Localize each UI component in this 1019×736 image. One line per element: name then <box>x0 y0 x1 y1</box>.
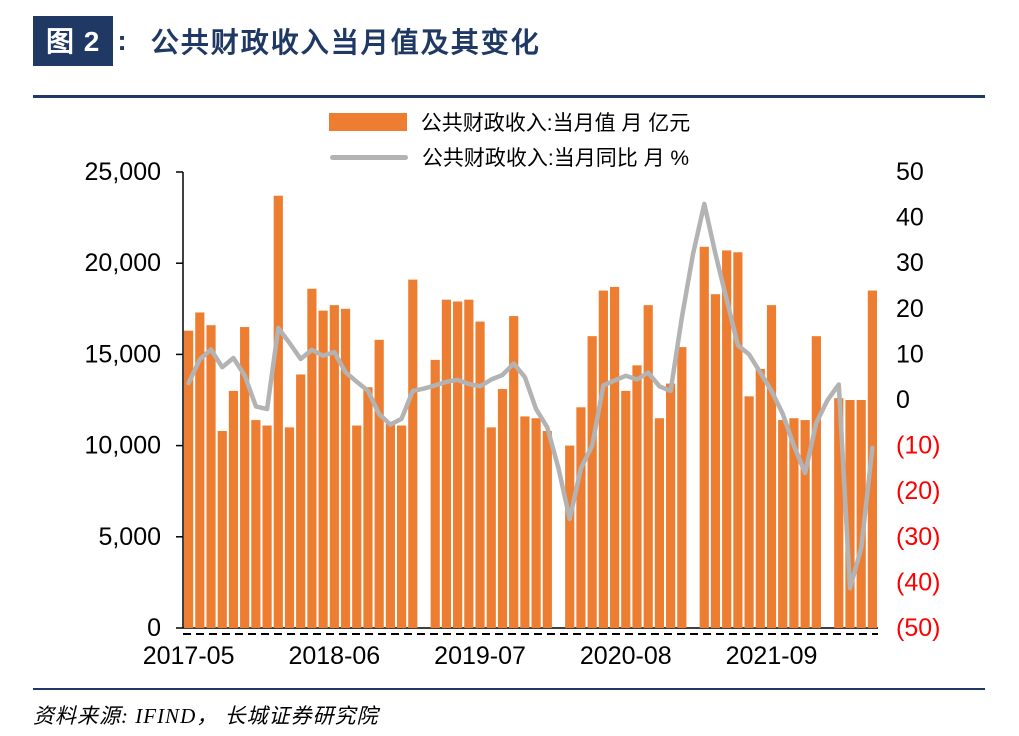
revenue-bar <box>666 383 676 628</box>
y-right-axis-label: 0 <box>896 386 910 414</box>
revenue-bar <box>856 400 866 628</box>
revenue-bar <box>778 420 788 628</box>
x-axis-label: 2019-07 <box>434 642 526 670</box>
y-right-axis-label: (50) <box>896 614 940 642</box>
revenue-bar <box>464 299 474 628</box>
y-right-axis-label: 40 <box>896 204 924 232</box>
revenue-bar <box>363 387 373 628</box>
revenue-bar <box>217 431 227 628</box>
line-series-swatch <box>329 154 408 160</box>
figure-header: 图 2 : 公共财政收入当月值及其变化 <box>33 16 541 66</box>
legend-item-line: 公共财政收入:当月同比 月 % <box>329 142 690 172</box>
revenue-bar <box>184 330 194 628</box>
revenue-bar <box>811 336 821 628</box>
revenue-bar <box>195 312 205 628</box>
revenue-bar <box>284 427 295 628</box>
revenue-bar <box>441 299 452 628</box>
revenue-bar <box>453 301 463 628</box>
revenue-bar <box>318 310 328 628</box>
y-left-axis-label: 25,000 <box>85 158 161 186</box>
y-left-axis-label: 10,000 <box>85 432 161 460</box>
revenue-bar <box>352 425 362 628</box>
bar-series-label: 公共财政收入:当月值 月 亿元 <box>420 112 691 135</box>
revenue-bar <box>307 288 317 628</box>
revenue-bar <box>240 327 250 628</box>
yoy-line <box>186 201 875 591</box>
revenue-bar <box>699 246 709 628</box>
revenue-bar <box>710 294 721 628</box>
revenue-bar <box>251 420 261 628</box>
figure-number-badge: 图 2 <box>33 16 114 66</box>
revenue-bar <box>845 400 855 628</box>
top-divider <box>33 95 985 98</box>
revenue-bar <box>531 418 541 628</box>
revenue-bar <box>621 390 631 628</box>
revenue-bar <box>766 305 777 628</box>
revenue-bar <box>206 325 216 628</box>
revenue-bar <box>722 250 732 628</box>
revenue-bar <box>475 321 485 628</box>
chart-legend: 公共财政收入:当月值 月 亿元 公共财政收入:当月同比 月 % <box>0 107 1019 172</box>
revenue-bar <box>497 389 508 628</box>
y-right-axis-label: 30 <box>896 249 924 277</box>
revenue-bar <box>565 445 575 628</box>
y-left-axis-label: 15,000 <box>85 340 161 368</box>
revenue-bar <box>296 374 306 628</box>
revenue-bar <box>733 252 743 629</box>
x-axis-label: 2021-09 <box>726 642 818 670</box>
y-left-axis-label: 5,000 <box>98 523 161 551</box>
y-right-axis-label: 50 <box>896 158 924 186</box>
x-axis-label: 2020-08 <box>580 642 672 670</box>
revenue-bar <box>632 365 642 628</box>
revenue-bar <box>430 359 440 628</box>
x-axis-label: 2018-06 <box>288 642 380 670</box>
revenue-bar <box>228 390 239 628</box>
revenue-bar <box>654 418 665 628</box>
revenue-bar <box>542 431 552 628</box>
x-axis-label: 2017-05 <box>143 642 235 670</box>
revenue-bar <box>520 416 530 628</box>
revenue-bar <box>800 420 810 628</box>
figure-title: 公共财政收入当月值及其变化 <box>150 27 541 58</box>
bottom-divider <box>33 688 985 690</box>
revenue-bar <box>329 305 339 628</box>
revenue-bar <box>486 427 496 628</box>
data-source-note: 资料来源: IFIND， 长城证券研究院 <box>33 704 379 728</box>
y-right-axis-label: (30) <box>896 523 940 551</box>
y-right-axis-label: (10) <box>896 432 940 460</box>
revenue-bar <box>374 339 384 628</box>
revenue-bar <box>385 423 395 628</box>
revenue-bar <box>262 425 272 628</box>
revenue-bar <box>598 290 608 628</box>
y-left-axis-label: 0 <box>147 614 161 642</box>
revenue-bar <box>609 286 620 628</box>
revenue-bar <box>677 347 687 628</box>
revenue-bar <box>576 407 586 628</box>
y-right-axis-label: 10 <box>896 340 924 368</box>
revenue-bar <box>789 418 799 628</box>
revenue-bar <box>509 316 519 628</box>
bar-series-swatch <box>328 113 407 131</box>
revenue-bar <box>755 368 765 628</box>
revenue-bar <box>744 396 754 628</box>
revenue-bar <box>408 279 418 628</box>
revenue-bar <box>396 425 407 628</box>
revenue-bar <box>340 308 351 628</box>
revenue-bar <box>273 195 283 628</box>
legend-item-bar: 公共财政收入:当月值 月 亿元 <box>328 107 691 137</box>
revenue-bar <box>834 398 844 628</box>
y-left-axis-label: 20,000 <box>85 249 161 277</box>
line-series-label: 公共财政收入:当月同比 月 % <box>421 147 690 170</box>
y-right-axis-label: (20) <box>896 477 940 505</box>
y-right-axis-label: 20 <box>896 295 924 323</box>
figure-title-separator: : <box>117 25 127 56</box>
revenue-bar <box>587 336 597 628</box>
y-right-axis-label: (40) <box>896 568 940 596</box>
revenue-bar <box>643 305 653 628</box>
